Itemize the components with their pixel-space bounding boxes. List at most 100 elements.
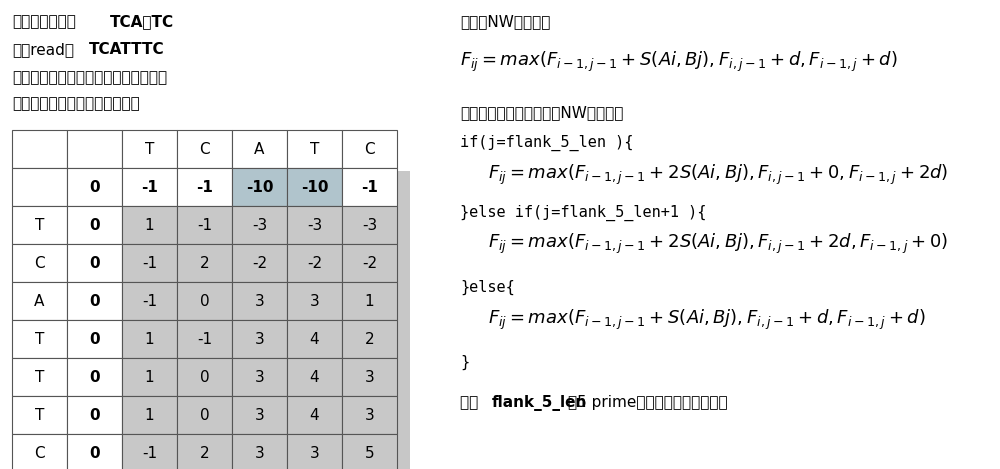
Bar: [122, 434, 177, 469]
Bar: [232, 282, 287, 320]
Bar: [12, 168, 67, 206]
Bar: [177, 434, 232, 469]
Bar: [12, 130, 67, 168]
Bar: [342, 434, 397, 469]
Text: T: T: [145, 142, 154, 157]
Bar: [67, 206, 122, 244]
Bar: [287, 168, 342, 206]
Text: 3: 3: [255, 446, 264, 461]
Bar: [177, 206, 232, 244]
Text: 3: 3: [310, 446, 319, 461]
Text: -2: -2: [362, 256, 377, 271]
Text: 其中: 其中: [460, 395, 483, 410]
Text: T: T: [35, 408, 44, 423]
Bar: [12, 358, 67, 396]
Text: TCA和TC: TCA和TC: [110, 14, 174, 29]
Bar: [12, 396, 67, 434]
Text: 1: 1: [145, 370, 154, 385]
Bar: [122, 206, 177, 244]
Text: -1: -1: [142, 294, 157, 309]
Text: flank_5_len: flank_5_len: [492, 395, 587, 411]
Text: A: A: [254, 142, 265, 157]
Bar: [232, 206, 287, 244]
Bar: [67, 168, 122, 206]
Bar: [12, 244, 67, 282]
Text: 3: 3: [310, 294, 319, 309]
Bar: [67, 244, 122, 282]
Bar: [67, 130, 122, 168]
Text: -1: -1: [196, 180, 213, 195]
Bar: [12, 434, 67, 469]
Text: 0: 0: [89, 256, 100, 271]
Bar: [232, 130, 287, 168]
Text: 输入侧翅序列为: 输入侧翅序列为: [12, 14, 76, 29]
Text: 2: 2: [365, 332, 374, 347]
Text: -10: -10: [246, 180, 273, 195]
Bar: [342, 282, 397, 320]
Text: 0: 0: [89, 180, 100, 195]
Text: 则打分矩阵如下，其中初始参数为粗体: 则打分矩阵如下，其中初始参数为粗体: [12, 70, 167, 85]
Text: 0: 0: [200, 408, 209, 423]
Text: 3: 3: [365, 408, 374, 423]
Bar: [342, 168, 397, 206]
Text: $F_{ij} = max(F_{i-1,j-1} + S(Ai,Bj), F_{i,j-1} + d, F_{i-1,j} + d)$: $F_{ij} = max(F_{i-1,j-1} + S(Ai,Bj), F_…: [488, 308, 925, 332]
Text: 1: 1: [145, 408, 154, 423]
Text: 原始的NW算法为：: 原始的NW算法为：: [460, 14, 550, 29]
Bar: [232, 168, 287, 206]
Text: $F_{ij} = max(F_{i-1,j-1} + S(Ai,Bj), F_{i,j-1} + d, F_{i-1,j} + d)$: $F_{ij} = max(F_{i-1,j-1} + S(Ai,Bj), F_…: [460, 50, 897, 74]
Bar: [342, 320, 397, 358]
Bar: [122, 320, 177, 358]
Text: 1: 1: [365, 294, 374, 309]
Text: 0: 0: [89, 218, 100, 233]
Bar: [232, 320, 287, 358]
Bar: [122, 282, 177, 320]
Bar: [122, 244, 177, 282]
Text: 0: 0: [89, 370, 100, 385]
Text: 0: 0: [89, 408, 100, 423]
Bar: [232, 244, 287, 282]
Text: $F_{ij} = max(F_{i-1,j-1} + 2S(Ai,Bj), F_{i,j-1} + 0, F_{i-1,j} + 2d)$: $F_{ij} = max(F_{i-1,j-1} + 2S(Ai,Bj), F…: [488, 163, 948, 187]
Bar: [122, 358, 177, 396]
Bar: [177, 358, 232, 396]
Bar: [287, 358, 342, 396]
Bar: [287, 396, 342, 434]
Text: 2: 2: [200, 446, 209, 461]
Text: 4: 4: [310, 408, 319, 423]
Text: T: T: [35, 332, 44, 347]
Text: -1: -1: [142, 256, 157, 271]
Text: }else{: }else{: [460, 280, 515, 295]
Bar: [287, 434, 342, 469]
Text: -1: -1: [197, 332, 212, 347]
Text: T: T: [310, 142, 319, 157]
Text: -1: -1: [361, 180, 378, 195]
Text: $F_{ij} = max(F_{i-1,j-1} + 2S(Ai,Bj), F_{i,j-1} + 2d, F_{i-1,j} + 0)$: $F_{ij} = max(F_{i-1,j-1} + 2S(Ai,Bj), F…: [488, 232, 948, 256]
Bar: [12, 282, 67, 320]
Bar: [232, 434, 287, 469]
Bar: [127, 171, 410, 469]
Bar: [67, 396, 122, 434]
Text: 0: 0: [89, 294, 100, 309]
Text: C: C: [34, 256, 45, 271]
Text: 0: 0: [200, 294, 209, 309]
Bar: [177, 320, 232, 358]
Text: 为5 prime端输入侧翅序列的长度: 为5 prime端输入侧翅序列的长度: [568, 395, 728, 410]
Text: -3: -3: [252, 218, 267, 233]
Text: C: C: [364, 142, 375, 157]
Text: -1: -1: [142, 446, 157, 461]
Bar: [122, 130, 177, 168]
Bar: [177, 130, 232, 168]
Text: 3: 3: [365, 370, 374, 385]
Text: if(j=flank_5_len ){: if(j=flank_5_len ){: [460, 135, 633, 151]
Text: 5: 5: [365, 446, 374, 461]
Text: 0: 0: [89, 332, 100, 347]
Text: T: T: [35, 218, 44, 233]
Text: 0: 0: [200, 370, 209, 385]
Text: 1: 1: [145, 332, 154, 347]
Text: 3: 3: [255, 294, 264, 309]
Bar: [67, 434, 122, 469]
Bar: [287, 130, 342, 168]
Text: 4: 4: [310, 370, 319, 385]
Bar: [232, 358, 287, 396]
Text: -2: -2: [252, 256, 267, 271]
Text: 0: 0: [89, 446, 100, 461]
